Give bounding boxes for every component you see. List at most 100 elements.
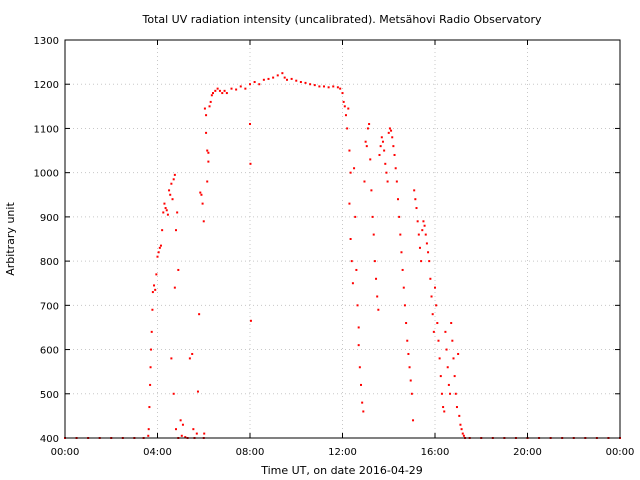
data-point [415,207,418,210]
y-tick-label: 600 [40,346,59,357]
data-point [203,432,206,435]
data-point [235,88,238,91]
data-point [371,215,374,218]
data-point [440,392,443,395]
data-point [414,198,417,201]
data-point [150,348,153,351]
data-point [358,366,361,369]
data-point [363,180,366,183]
data-point [159,244,162,247]
data-point [402,286,405,289]
data-point [380,136,383,139]
data-point [387,131,390,134]
x-tick-label: 16:00 [421,447,450,458]
data-point [216,87,219,90]
data-point [453,375,456,378]
data-point [267,77,270,80]
data-point [390,129,393,132]
x-tick-label: 00:00 [51,447,80,458]
data-point [149,383,152,386]
data-point [148,406,151,409]
data-point [451,339,454,342]
data-point [214,89,217,92]
data-point [385,171,388,174]
data-point [429,277,432,280]
data-point [370,189,373,192]
data-point [418,246,421,249]
data-point [153,284,156,287]
data-point [196,390,199,393]
data-point [397,198,399,201]
data-point [169,193,172,196]
data-point [175,428,177,431]
data-point [435,304,438,307]
data-point [346,127,349,130]
data-point [191,352,194,355]
data-point [405,322,408,325]
data-point [425,242,428,245]
data-point [205,131,208,134]
data-point [172,178,175,181]
data-point [342,100,345,103]
data-point [431,313,434,316]
data-point [318,85,321,88]
data-point [449,392,452,395]
data-point [199,191,202,194]
data-point [304,81,307,84]
data-point [184,436,187,439]
data-point [165,209,168,212]
data-point [445,348,448,351]
data-point [221,92,224,95]
data-point [384,162,387,165]
data-point [357,344,360,347]
data-point [150,330,153,333]
data-point [276,74,279,77]
data-point [399,233,402,236]
data-point [253,81,256,84]
plot-frame [64,39,621,439]
data-point [173,286,176,289]
data-point [158,246,161,249]
data-point [309,83,312,86]
data-point [362,410,365,413]
data-point [249,83,251,86]
data-point [313,84,316,87]
data-point [249,319,252,322]
data-point [356,304,359,307]
data-point [154,288,157,291]
data-point [408,366,411,369]
data-point [207,151,210,154]
data-point [386,180,389,183]
data-point [339,87,342,90]
data-point [427,251,430,254]
x-axis-label: Time UT, on date 2016-04-29 [260,464,423,477]
data-point [249,162,252,165]
y-tick-label: 1300 [34,36,59,47]
data-point [173,173,176,176]
data-point [450,322,453,325]
data-point [177,268,180,271]
data-point [283,76,286,79]
data-point [366,127,369,130]
data-point [299,81,302,84]
data-point [295,79,298,82]
data-point [369,158,372,161]
data-point [381,140,384,143]
data-point [454,392,457,395]
data-point [192,428,195,431]
data-point [357,326,360,329]
y-tick-label: 500 [40,390,59,401]
data-point [354,215,357,218]
data-point [462,434,465,437]
data-point [202,220,205,223]
data-point [163,202,166,205]
data-point [281,72,284,75]
data-points [64,72,621,439]
data-point [175,229,177,232]
data-point [147,434,150,437]
data-point [378,153,381,156]
data-point [422,220,425,223]
data-point [428,260,431,263]
data-point [444,330,447,333]
